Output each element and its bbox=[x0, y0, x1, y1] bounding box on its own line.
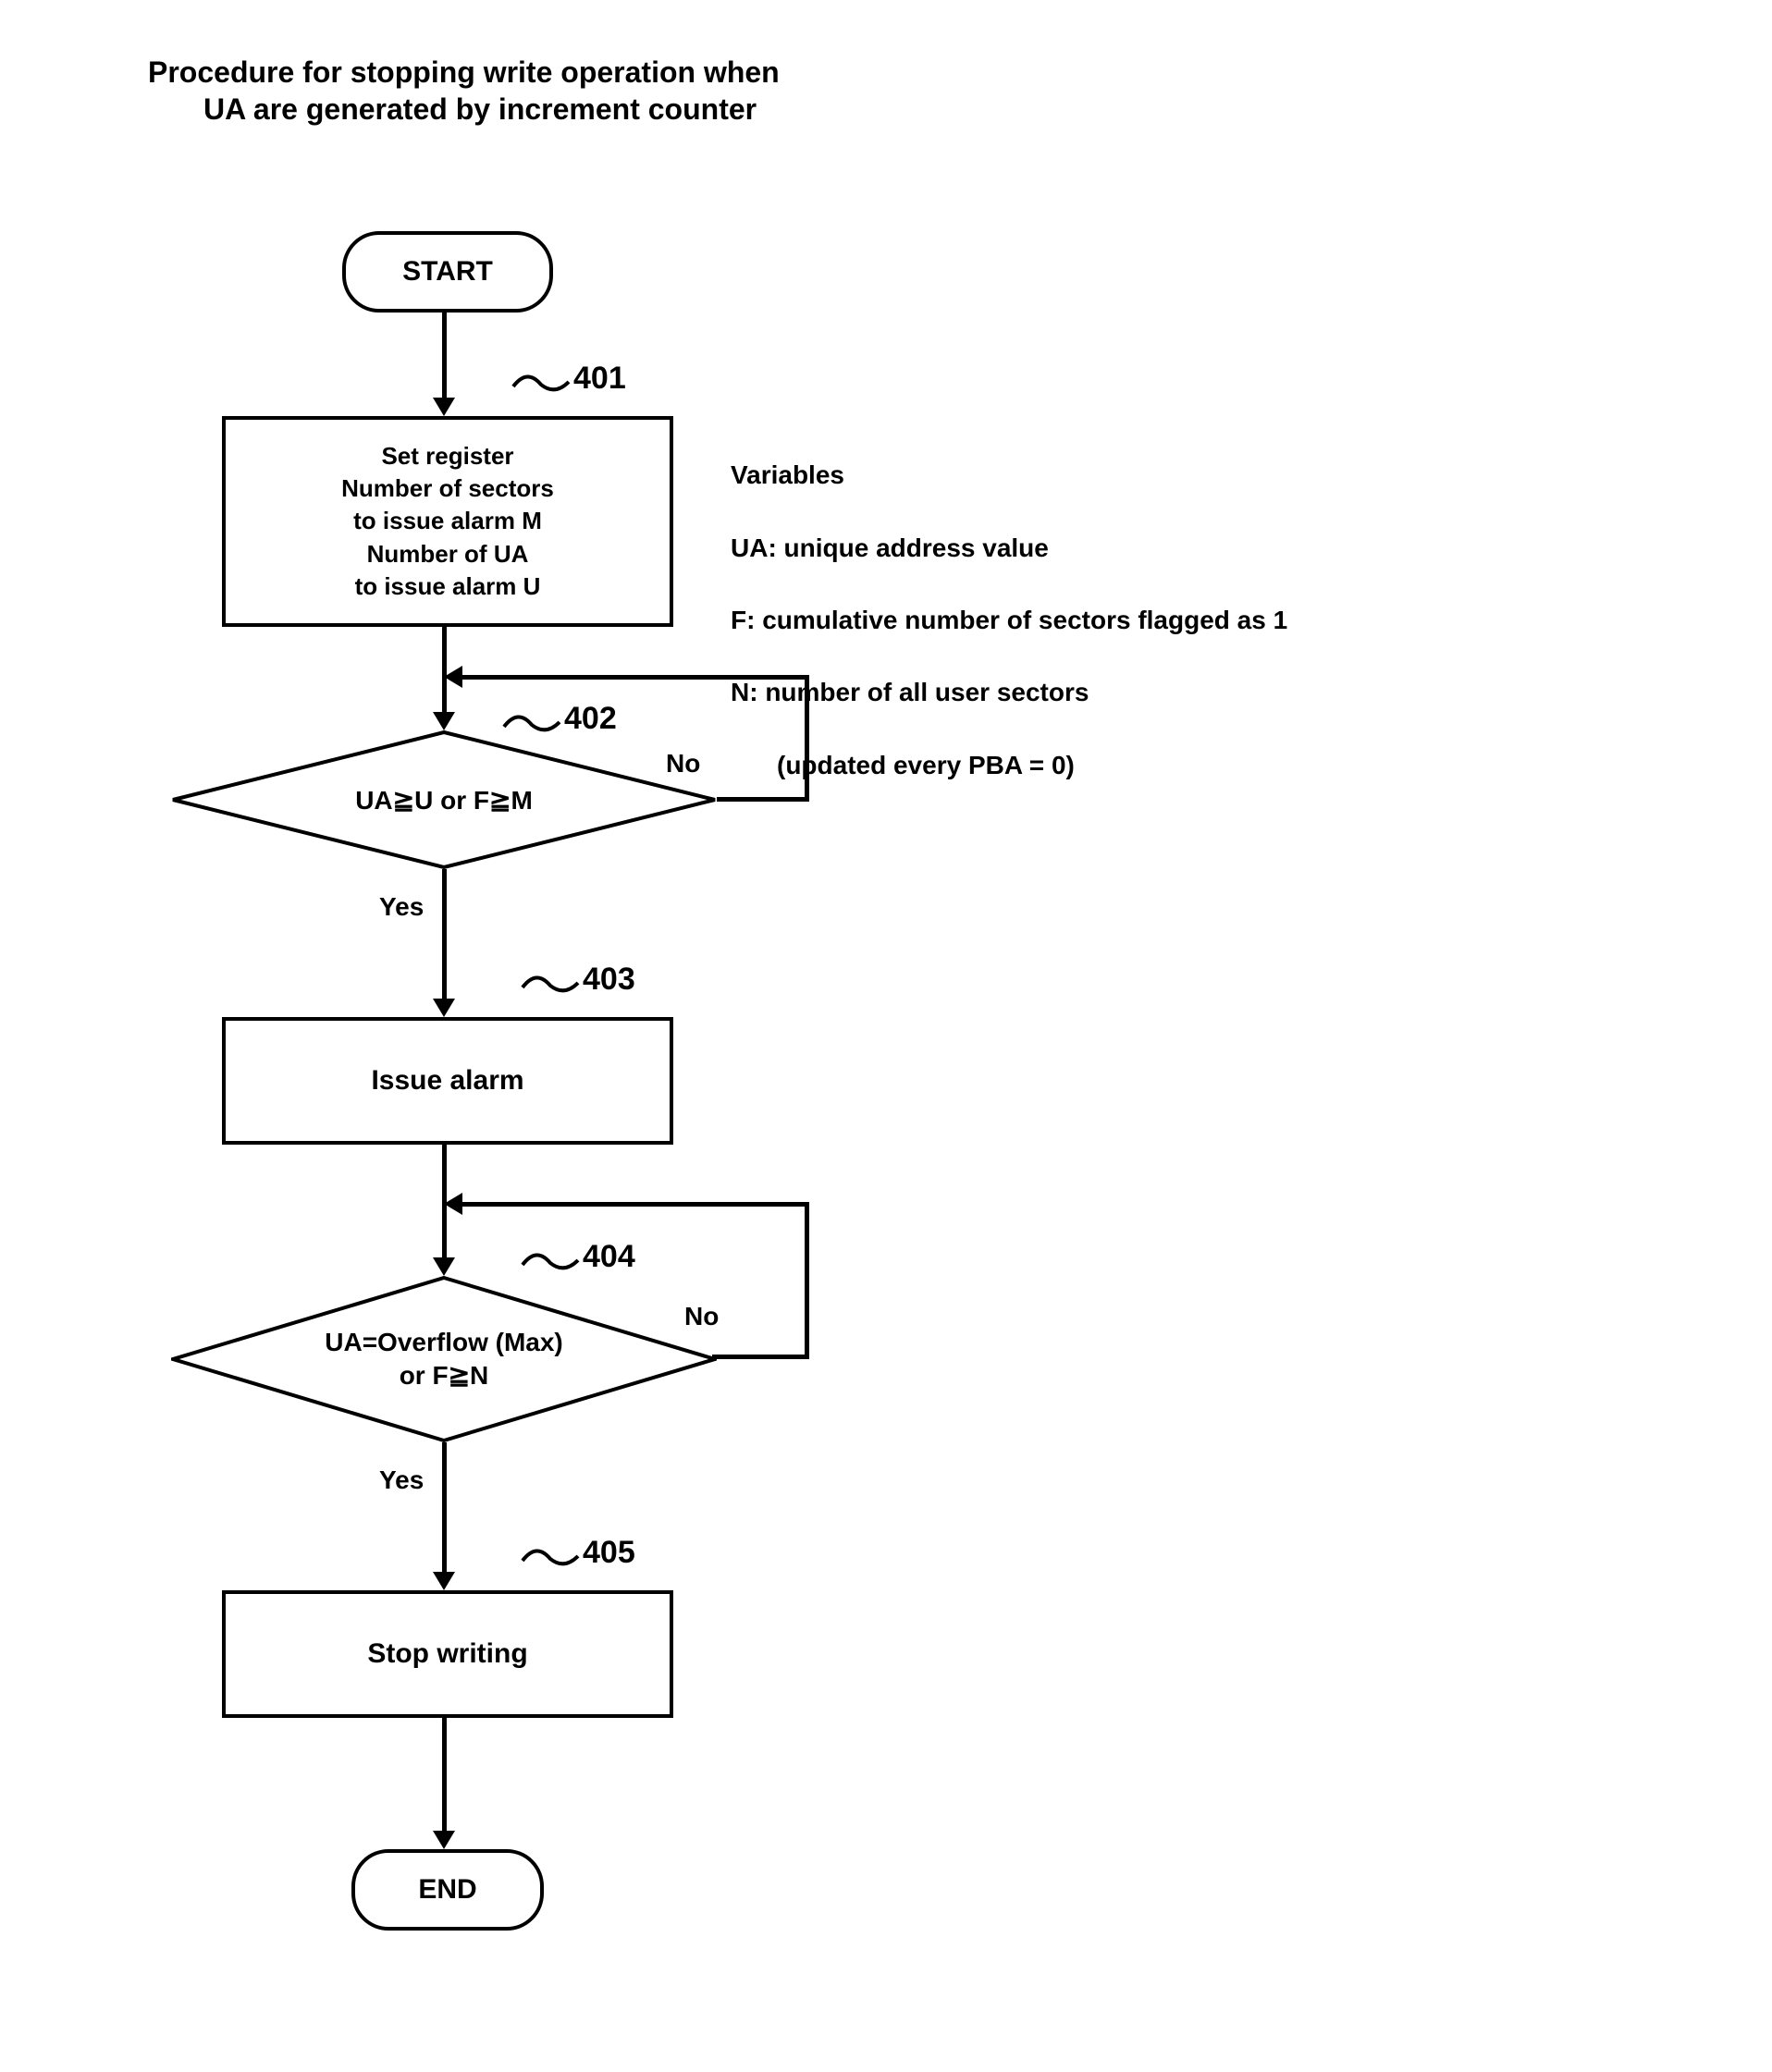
edge-no1-h2 bbox=[462, 675, 809, 680]
end-label: END bbox=[418, 1874, 476, 1906]
start-node: START bbox=[342, 231, 553, 313]
arrowhead bbox=[433, 999, 455, 1017]
edge bbox=[442, 1442, 447, 1574]
edge bbox=[442, 1714, 447, 1833]
ref-squiggle bbox=[518, 969, 583, 997]
process-401-label: Set register Number of sectors to issue … bbox=[341, 440, 554, 602]
title-line2: UA are generated by increment counter bbox=[203, 92, 757, 127]
yes-label-2: Yes bbox=[379, 1465, 424, 1495]
arrowhead bbox=[444, 666, 462, 688]
decision-404-label: UA=Overflow (Max) or F≧N bbox=[325, 1326, 563, 1393]
arrowhead bbox=[433, 712, 455, 730]
process-401: Set register Number of sectors to issue … bbox=[222, 416, 673, 627]
arrowhead bbox=[433, 1257, 455, 1276]
var-line: N: number of all user sectors bbox=[731, 674, 1287, 710]
edge-no1-v bbox=[805, 675, 809, 802]
arrowhead bbox=[444, 1193, 462, 1215]
yes-label-1: Yes bbox=[379, 892, 424, 922]
ref-squiggle bbox=[518, 1542, 583, 1570]
edge bbox=[442, 309, 447, 399]
decision-402-label: UA≧U or F≧M bbox=[355, 785, 533, 815]
edge-no1-h1 bbox=[717, 797, 809, 802]
decision-402: UA≧U or F≧M bbox=[171, 730, 717, 869]
edge-no2-h2 bbox=[462, 1202, 809, 1207]
title-line1: Procedure for stopping write operation w… bbox=[148, 55, 780, 90]
arrowhead bbox=[433, 1572, 455, 1590]
edge-no2-v bbox=[805, 1202, 809, 1359]
start-label: START bbox=[402, 256, 493, 288]
var-line: (updated every PBA = 0) bbox=[731, 747, 1287, 783]
process-405-label: Stop writing bbox=[367, 1638, 527, 1670]
process-403-label: Issue alarm bbox=[371, 1065, 523, 1097]
ref-squiggle bbox=[509, 368, 573, 396]
var-line: F: cumulative number of sectors flagged … bbox=[731, 602, 1287, 638]
flowchart-container: Procedure for stopping write operation w… bbox=[37, 37, 1735, 2035]
decision-404: UA=Overflow (Max) or F≧N bbox=[171, 1276, 717, 1442]
process-403: Issue alarm bbox=[222, 1017, 673, 1145]
ref-squiggle bbox=[518, 1246, 583, 1274]
ref-403: 403 bbox=[583, 962, 635, 998]
ref-404: 404 bbox=[583, 1239, 635, 1275]
ref-401: 401 bbox=[573, 361, 626, 397]
process-405: Stop writing bbox=[222, 1590, 673, 1718]
arrowhead bbox=[433, 1831, 455, 1849]
edge-no2-h1 bbox=[712, 1355, 809, 1359]
var-line: UA: unique address value bbox=[731, 530, 1287, 566]
edge bbox=[442, 869, 447, 1000]
ref-405: 405 bbox=[583, 1535, 635, 1571]
arrowhead bbox=[433, 398, 455, 416]
end-node: END bbox=[351, 1849, 544, 1931]
var-line: Variables bbox=[731, 457, 1287, 493]
variables-block: Variables UA: unique address value F: cu… bbox=[731, 421, 1287, 819]
